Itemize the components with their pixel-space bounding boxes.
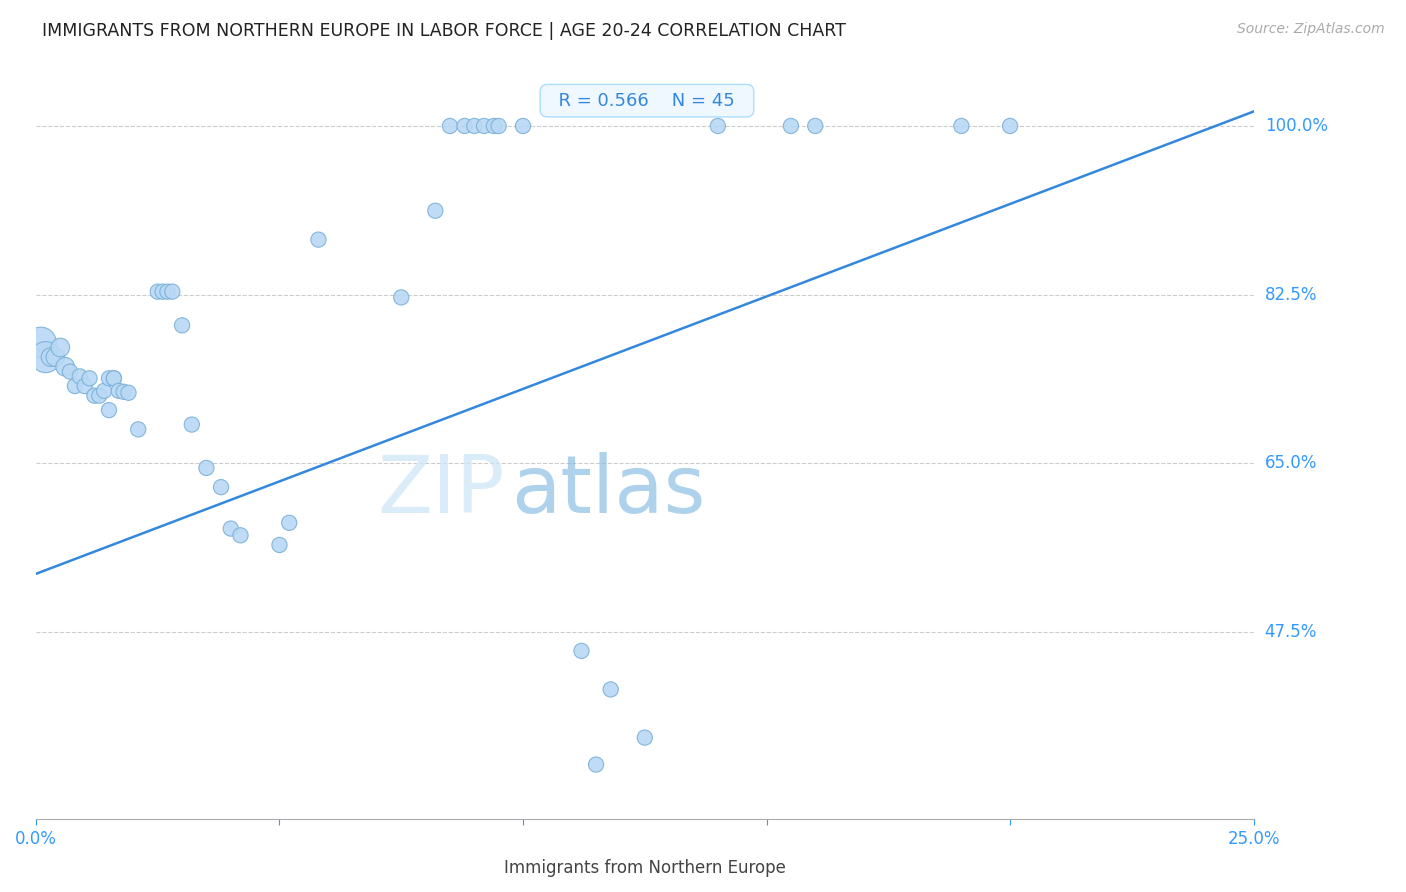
Point	[83, 389, 105, 403]
Point	[512, 119, 534, 133]
Point	[950, 119, 973, 133]
Point	[107, 384, 129, 398]
Text: 65.0%: 65.0%	[1265, 454, 1317, 472]
Point	[195, 461, 218, 475]
Point	[439, 119, 461, 133]
Point	[146, 285, 169, 299]
Text: atlas: atlas	[510, 452, 706, 530]
Point	[599, 682, 621, 697]
Text: ZIP: ZIP	[377, 452, 505, 530]
Point	[571, 644, 593, 658]
Point	[53, 359, 76, 374]
Point	[269, 538, 291, 552]
Text: R = 0.566    N = 45: R = 0.566 N = 45	[547, 92, 747, 110]
Point	[804, 119, 827, 133]
Text: Source: ZipAtlas.com: Source: ZipAtlas.com	[1237, 22, 1385, 37]
Point	[73, 379, 96, 393]
Point	[453, 119, 475, 133]
Point	[180, 417, 202, 432]
Point	[98, 403, 121, 417]
Point	[229, 528, 252, 542]
X-axis label: Immigrants from Northern Europe: Immigrants from Northern Europe	[503, 859, 786, 877]
Point	[634, 731, 657, 745]
Point	[707, 119, 730, 133]
Point	[307, 233, 329, 247]
Point	[425, 203, 447, 218]
Point	[63, 379, 86, 393]
Point	[39, 350, 62, 364]
Point	[79, 371, 101, 385]
Point	[472, 119, 495, 133]
Point	[585, 757, 607, 772]
Point	[117, 385, 139, 400]
Point	[780, 119, 803, 133]
Point	[209, 480, 232, 494]
Point	[49, 341, 72, 355]
Point	[59, 365, 82, 379]
Point	[278, 516, 301, 530]
Text: 100.0%: 100.0%	[1265, 117, 1327, 135]
Point	[103, 371, 125, 385]
Point	[103, 371, 125, 385]
Text: 47.5%: 47.5%	[1265, 623, 1317, 640]
Point	[152, 285, 174, 299]
Point	[463, 119, 485, 133]
Point	[389, 290, 412, 304]
Text: IMMIGRANTS FROM NORTHERN EUROPE IN LABOR FORCE | AGE 20-24 CORRELATION CHART: IMMIGRANTS FROM NORTHERN EUROPE IN LABOR…	[42, 22, 846, 40]
Point	[170, 318, 193, 333]
Point	[112, 384, 135, 399]
Point	[98, 371, 121, 385]
Point	[488, 119, 510, 133]
Point	[44, 350, 66, 364]
Point	[162, 285, 184, 299]
Point	[30, 335, 52, 350]
Point	[482, 119, 505, 133]
Point	[127, 422, 149, 436]
Point	[34, 350, 56, 364]
Point	[89, 389, 111, 403]
Point	[219, 522, 242, 536]
Point	[93, 384, 115, 398]
Point	[69, 369, 91, 384]
Text: 82.5%: 82.5%	[1265, 285, 1317, 303]
Point	[156, 285, 179, 299]
Point	[998, 119, 1021, 133]
